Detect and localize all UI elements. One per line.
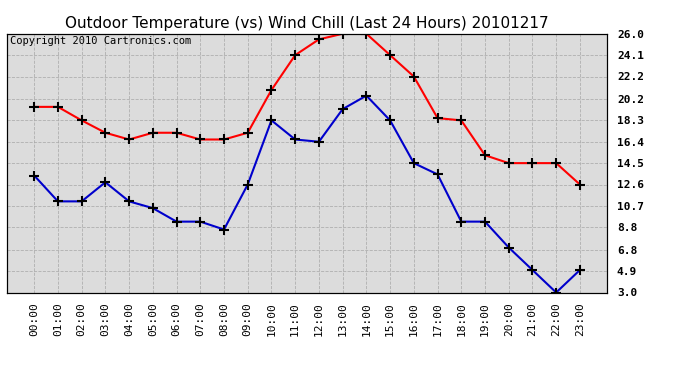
Text: Copyright 2010 Cartronics.com: Copyright 2010 Cartronics.com bbox=[10, 36, 191, 46]
Title: Outdoor Temperature (vs) Wind Chill (Last 24 Hours) 20101217: Outdoor Temperature (vs) Wind Chill (Las… bbox=[66, 16, 549, 31]
